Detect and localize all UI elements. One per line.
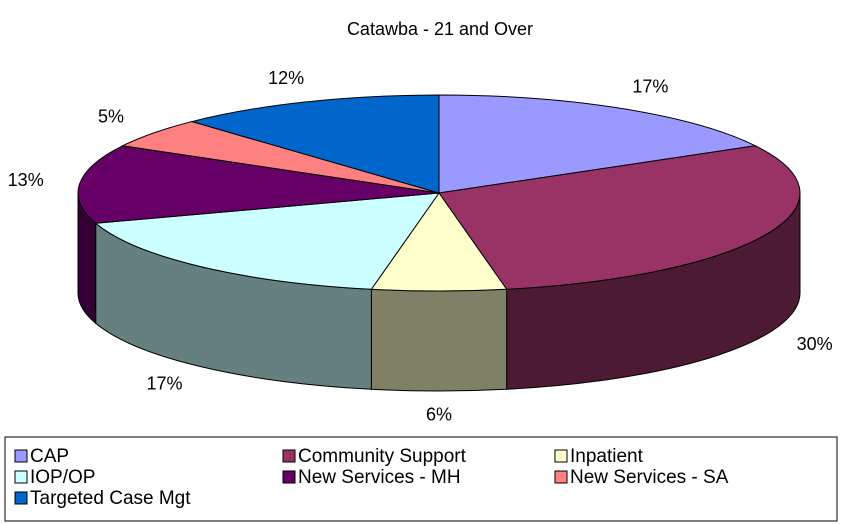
slice — [370, 192, 508, 292]
data-label: 12% — [268, 68, 304, 88]
legend-label: IOP/OP — [30, 467, 95, 488]
slice — [438, 94, 758, 194]
slice — [94, 192, 441, 290]
data-label: 17% — [632, 76, 668, 96]
data-label: 5% — [98, 107, 124, 127]
slice-side — [370, 288, 508, 392]
legend-box — [4, 436, 838, 522]
legend-swatch — [282, 470, 296, 484]
legend-swatch — [14, 449, 28, 463]
legend-swatch — [14, 470, 28, 484]
data-label: 30% — [797, 334, 833, 354]
legend-label: New Services - MH — [298, 467, 461, 488]
legend-label: New Services - SA — [570, 467, 729, 488]
legend-label: Inpatient — [570, 446, 644, 467]
legend-swatch — [554, 470, 568, 484]
chart-title: Catawba - 21 and Over — [347, 19, 533, 39]
legend-swatch — [554, 449, 568, 463]
legend-label: Targeted Case Mgt — [30, 488, 191, 509]
legend-label: Community Support — [298, 446, 467, 467]
slice — [189, 94, 440, 194]
legend-label: CAP — [30, 446, 69, 467]
legend-swatch — [14, 491, 28, 505]
legend-swatch — [282, 449, 296, 463]
data-label: 13% — [8, 170, 44, 190]
slice — [438, 145, 801, 290]
data-label: 17% — [146, 374, 182, 394]
data-label: 6% — [426, 404, 452, 424]
slice — [77, 145, 440, 224]
